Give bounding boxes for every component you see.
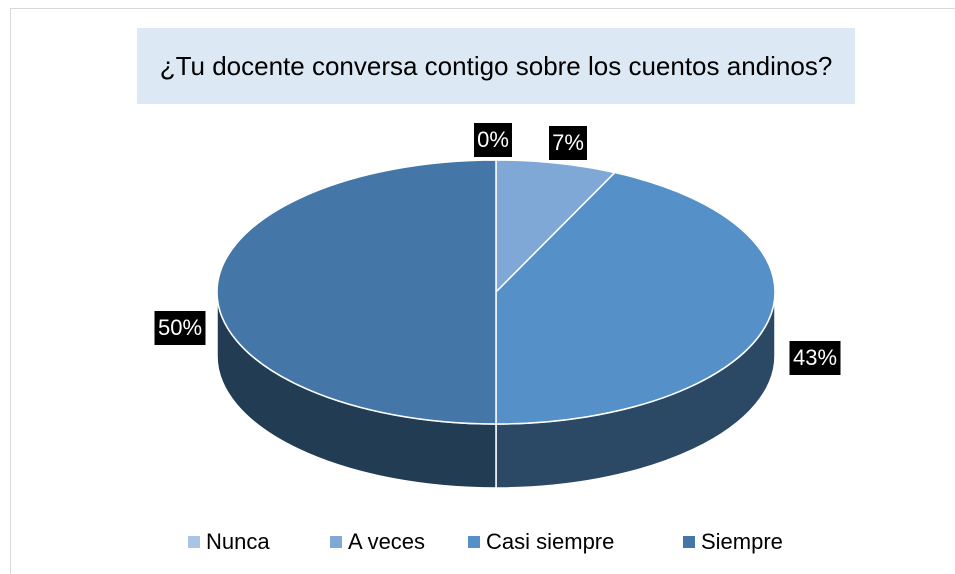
legend-swatch: [468, 536, 480, 548]
legend-label: Siempre: [701, 529, 783, 554]
data-label: 7%: [552, 130, 584, 155]
legend-label: Casi siempre: [486, 529, 614, 554]
data-label-box: [154, 311, 206, 345]
data-label-box: [789, 341, 841, 375]
data-label-box: [474, 123, 512, 157]
chart-border: [10, 8, 955, 574]
data-label-box: [549, 126, 587, 160]
pie-slice: [216, 159, 497, 425]
chart-title: ¿Tu docente conversa contigo sobre los c…: [137, 28, 855, 104]
pie-slice: [495, 171, 776, 425]
data-label: 43%: [793, 345, 837, 370]
legend-label: Nunca: [206, 529, 270, 554]
legend-swatch: [683, 536, 695, 548]
legend-swatch: [188, 536, 200, 548]
legend-swatch: [330, 536, 342, 548]
data-label: 0%: [477, 127, 509, 152]
pie-slice: [495, 159, 617, 294]
legend-label: A veces: [348, 529, 425, 554]
data-label: 50%: [158, 315, 202, 340]
